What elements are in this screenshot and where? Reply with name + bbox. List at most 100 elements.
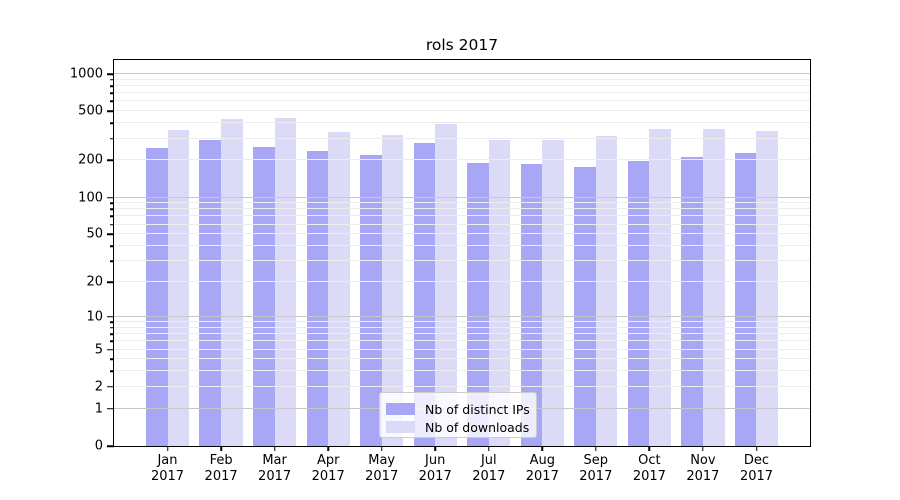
legend: Nb of distinct IPs Nb of downloads	[379, 392, 537, 438]
y-minor-tick	[110, 78, 114, 81]
y-tick	[107, 281, 114, 283]
bar-distinct-ips-may	[360, 155, 382, 446]
y-minor-tick	[110, 370, 114, 373]
gridline-minor	[114, 340, 810, 342]
gridline-major	[114, 196, 810, 198]
y-minor-tick	[110, 333, 114, 335]
y-tick-label: 500	[78, 103, 103, 119]
gridline-minor	[114, 122, 810, 124]
legend-item-downloads: Nb of downloads	[386, 419, 536, 435]
x-tick-label-mar: Mar 2017	[258, 453, 292, 484]
y-tick	[107, 316, 114, 318]
y-tick-label: 5	[94, 342, 103, 357]
y-tick	[107, 196, 114, 199]
bar-distinct-ips-aug	[520, 164, 543, 446]
gridline-minor	[114, 202, 810, 204]
y-tick-label: 10	[86, 309, 103, 325]
y-minor-tick	[110, 208, 114, 211]
gridline-minor	[114, 358, 810, 360]
x-tick	[220, 446, 222, 451]
x-tick-label-aug: Aug 2017	[525, 453, 559, 484]
gridline-minor	[114, 245, 810, 246]
y-tick-label: 50	[86, 226, 103, 242]
x-tick-label-nov: Nov 2017	[686, 453, 720, 484]
gridline-minor	[114, 385, 810, 387]
gridline-minor	[114, 260, 810, 262]
y-tick	[107, 407, 114, 410]
x-tick	[488, 446, 490, 451]
bar-downloads-sep	[595, 135, 618, 446]
gridline-minor	[114, 333, 810, 334]
bar-downloads-nov	[702, 128, 725, 446]
x-tick	[380, 446, 383, 451]
x-tick-label-oct: Oct 2017	[632, 453, 666, 484]
x-tick	[702, 446, 704, 451]
y-tick	[107, 386, 114, 388]
bar-distinct-ips-dec	[734, 152, 757, 446]
bar-downloads-dec	[756, 131, 779, 446]
plot-area: Nb of distinct IPs Nb of downloads	[113, 59, 811, 447]
y-tick	[107, 445, 114, 447]
gridline-minor	[114, 233, 810, 235]
gridline-minor	[114, 348, 810, 350]
bar-downloads-apr	[328, 131, 350, 446]
bar-downloads-feb	[221, 118, 243, 446]
legend-swatch-downloads	[386, 421, 415, 433]
y-minor-tick	[110, 202, 114, 204]
y-tick	[107, 233, 114, 236]
x-tick	[541, 446, 544, 451]
bar-downloads-oct	[649, 129, 671, 446]
bar-distinct-ips-jan	[145, 147, 168, 446]
gridline-minor	[114, 370, 810, 372]
y-tick	[107, 73, 114, 75]
x-tick	[595, 446, 597, 451]
y-minor-tick	[110, 321, 114, 323]
legend-label-distinct-ips: Nb of distinct IPs	[425, 401, 530, 417]
y-tick	[107, 348, 114, 351]
gridline-minor	[114, 137, 810, 139]
gridline-minor	[114, 281, 810, 282]
y-minor-tick	[110, 100, 114, 103]
legend-item-distinct-ips: Nb of distinct IPs	[386, 401, 536, 417]
chart-title: rols 2017	[425, 36, 499, 54]
y-minor-tick	[110, 122, 114, 124]
x-tick	[166, 446, 169, 451]
y-tick	[107, 159, 114, 162]
x-tick	[273, 446, 276, 451]
gridline-minor	[114, 100, 810, 102]
x-tick	[648, 446, 651, 451]
y-tick-label: 2	[94, 379, 103, 395]
gridline-major	[114, 315, 810, 317]
bar-distinct-ips-jun	[413, 142, 436, 446]
y-tick-label: 1000	[69, 66, 103, 82]
x-tick-label-feb: Feb 2017	[204, 453, 238, 484]
x-tick	[434, 446, 436, 451]
y-tick	[107, 110, 114, 112]
y-minor-tick	[110, 326, 114, 329]
gridline-major	[114, 73, 810, 74]
bar-distinct-ips-oct	[627, 160, 650, 446]
gridline-minor	[114, 223, 810, 225]
gridline-minor	[114, 208, 810, 210]
x-tick	[327, 446, 329, 451]
y-minor-tick	[110, 358, 114, 361]
y-tick-label: 1	[94, 401, 103, 417]
x-tick-label-jan: Jan 2017	[150, 453, 185, 484]
bar-downloads-jul	[488, 139, 511, 446]
gridline-minor	[114, 326, 810, 328]
y-tick-label: 0	[94, 438, 103, 454]
x-tick-label-dec: Dec 2017	[739, 453, 774, 484]
bar-distinct-ips-apr	[306, 151, 329, 446]
bar-distinct-ips-sep	[574, 166, 596, 446]
y-tick-label: 100	[78, 190, 103, 205]
x-tick-label-apr: Apr 2017	[311, 453, 345, 484]
x-tick-label-may: May 2017	[365, 453, 399, 484]
bar-distinct-ips-nov	[681, 157, 703, 446]
gridline-minor	[114, 159, 810, 161]
y-tick-label: 200	[78, 152, 103, 168]
gridline-minor	[114, 321, 810, 322]
legend-label-downloads: Nb of downloads	[425, 419, 530, 435]
gridline-minor	[114, 215, 810, 217]
